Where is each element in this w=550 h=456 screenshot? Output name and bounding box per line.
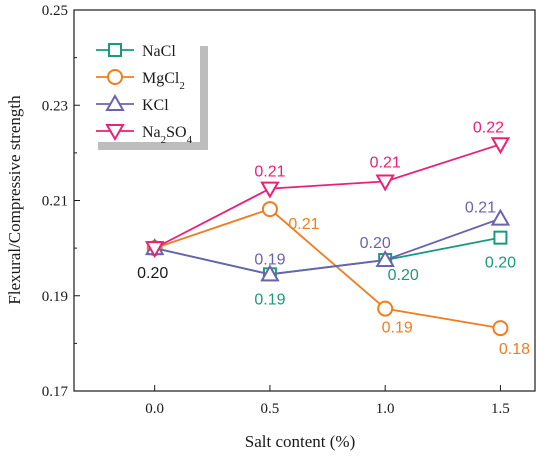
- legend-label-Na2SO4: Na2SO4: [142, 124, 193, 146]
- data-label: 0.20: [485, 255, 516, 272]
- legend-marker-Na2SO4: [105, 124, 125, 142]
- legend-marker-KCl: [105, 93, 125, 111]
- data-point-MgCl2: [377, 300, 394, 317]
- data-point-MgCl2: [492, 320, 509, 337]
- y-tick-label: 0.25: [42, 3, 68, 19]
- data-point-KCl: [490, 208, 511, 226]
- data-point-Na2SO4: [260, 181, 280, 199]
- y-axis-title: Flexural/Compressive strength: [5, 95, 24, 305]
- series-line-KCl: [154, 217, 501, 276]
- data-label: 0.22: [473, 119, 504, 136]
- x-tick-label: 0.0: [145, 401, 164, 417]
- x-tick-label: 1.5: [491, 401, 510, 417]
- legend: NaCl MgCl2 KCl Na2SO4: [90, 38, 208, 150]
- tick-layer: 0.0 0.5 1.0 1.5 0.17 0.19 0.21 0.23 0.25: [42, 3, 510, 417]
- series-layer: [144, 137, 511, 337]
- x-tick-label: 0.5: [261, 401, 280, 417]
- data-label-layer: 0.19 0.20 0.20 0.21 0.19 0.18 0.19 0.20 0.21 0.21…: [137, 119, 530, 358]
- legend-marker-NaCl: [108, 43, 122, 57]
- y-tick-label: 0.17: [42, 384, 69, 400]
- data-point-Na2SO4: [490, 137, 511, 155]
- data-point-Na2SO4: [144, 241, 165, 259]
- x-tick-label: 1.0: [376, 401, 395, 417]
- data-label: 0.20: [388, 267, 419, 284]
- data-point-MgCl2: [261, 201, 278, 218]
- data-label: 0.21: [254, 164, 285, 181]
- data-label: 0.18: [499, 341, 530, 358]
- data-label: 0.21: [288, 216, 319, 233]
- y-tick-label: 0.23: [42, 98, 68, 114]
- data-label: 0.21: [465, 200, 496, 217]
- data-point-Na2SO4: [375, 174, 395, 192]
- series-line-MgCl2: [154, 208, 501, 330]
- legend-label-MgCl2: MgCl2: [142, 70, 185, 92]
- data-label: 0.19: [254, 251, 285, 268]
- data-point-NaCl: [493, 230, 508, 245]
- legend-marker-MgCl2: [107, 69, 123, 85]
- data-point-KCl: [375, 250, 395, 268]
- x-axis-title: Salt content (%): [245, 432, 355, 451]
- data-point-KCl: [260, 264, 280, 282]
- data-label: 0.20: [360, 235, 391, 252]
- series-line-NaCl: [154, 236, 501, 276]
- legend-label-NaCl: NaCl: [142, 43, 176, 60]
- series-line-Na2SO4: [154, 143, 501, 249]
- data-label: 0.19: [254, 291, 285, 308]
- data-label-shared: 0.20: [137, 265, 168, 282]
- y-tick-label: 0.19: [42, 289, 68, 305]
- data-label: 0.21: [370, 154, 401, 171]
- legend-label-KCl: KCl: [142, 97, 169, 114]
- data-label: 0.19: [382, 320, 413, 337]
- y-tick-label: 0.21: [42, 194, 68, 210]
